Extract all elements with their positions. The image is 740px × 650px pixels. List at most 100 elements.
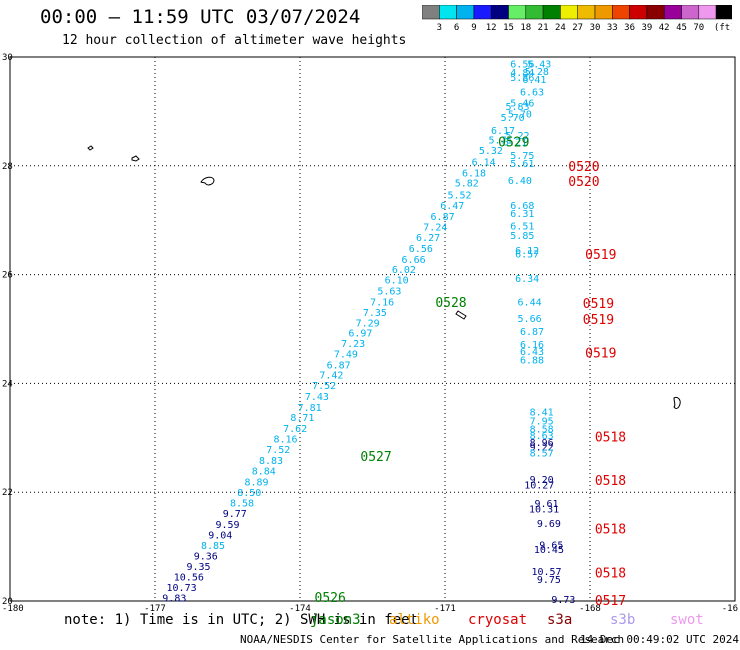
satellite-pass-label: 0518: [595, 474, 626, 489]
colorbar-swatch: [594, 5, 613, 20]
wave-height-value: 9.20: [530, 475, 554, 486]
colorbar-label: 3: [437, 23, 442, 33]
wave-height-value: 10.31: [529, 505, 559, 516]
colorbar-swatch: [715, 5, 732, 20]
map-frame: [9, 56, 736, 602]
wave-height-value: 9.04: [208, 531, 232, 542]
wave-height-value: 7.62: [283, 424, 307, 435]
colorbar-swatch: [698, 5, 717, 20]
longitude-tick-label: -180: [2, 604, 24, 614]
wave-height-track: 6.565.434.845.285.866.416.635.465.835.70…: [162, 60, 575, 606]
wave-height-value: 8.41: [530, 408, 554, 419]
longitude-tick-label: -177: [144, 604, 166, 614]
wave-height-value: 8.50: [237, 488, 261, 499]
satellite-pass-label: 0527: [360, 450, 391, 465]
wave-height-value: 6.56: [510, 60, 534, 71]
wave-height-value: 8.58: [230, 499, 254, 510]
satellite-pass-label: 0519: [585, 346, 616, 361]
wave-height-value: 8.71: [290, 413, 314, 424]
wave-height-value: 5.66: [518, 314, 542, 325]
colorbar-label: 33: [607, 23, 618, 33]
wave-height-value: 6.68: [510, 201, 534, 212]
colorbar-label: 18: [520, 23, 531, 33]
island-outlines: [87, 145, 681, 409]
satellite-pass-label: 0519: [585, 248, 616, 263]
island-shape: [673, 397, 681, 409]
wave-height-value: 9.22: [530, 443, 554, 454]
wave-height-value: 6.41: [522, 75, 546, 86]
longitude-tick-label: -171: [434, 604, 456, 614]
wave-height-value: 9.36: [194, 551, 218, 562]
wave-height-value: 5.52: [447, 191, 471, 202]
satellite-pass-label: 0526: [315, 591, 346, 606]
wave-height-value: 9.69: [537, 519, 561, 530]
wave-height-value: 6.63: [520, 87, 544, 98]
satellite-pass-label: 0519: [583, 313, 614, 328]
longitude-tick-label: -168: [579, 604, 601, 614]
latitude-tick-label: 20: [2, 597, 13, 607]
satellite-pass-label: 0529: [498, 135, 529, 150]
colorbar-unit: (ft): [714, 23, 732, 33]
colorbar-label: 15: [503, 23, 514, 33]
wave-height-value: 9.73: [551, 595, 575, 606]
colorbar-label: 70: [693, 23, 704, 33]
wave-height-value: 6.88: [520, 355, 544, 366]
wave-height-value: 9.59: [215, 520, 239, 531]
colorbar-swatch: [612, 5, 630, 20]
island-shape: [455, 310, 467, 320]
colorbar-label: 21: [538, 23, 549, 33]
colorbar-label: 39: [641, 23, 652, 33]
satellite-pass-label: 0517: [595, 594, 626, 609]
colorbar-swatch: [542, 5, 561, 20]
wave-height-value: 5.46: [510, 99, 534, 110]
wave-height-value: 6.87: [327, 360, 351, 371]
wave-height-value: 6.17: [491, 126, 515, 137]
wave-height-value: 5.28: [525, 67, 549, 78]
colorbar-label: 30: [590, 23, 601, 33]
wave-height-value: 5.22: [505, 131, 529, 142]
wave-height-value: 6.02: [392, 265, 416, 276]
legend-cryosat: cryosat: [468, 612, 528, 628]
colorbar-swatch: [525, 5, 544, 20]
colorbar-label: 9: [471, 23, 476, 33]
wave-height-value: 6.34: [515, 274, 539, 285]
wave-height-value: 10.45: [534, 545, 564, 556]
latitude-tick-label: 24: [2, 379, 13, 389]
wave-height-value: 6.14: [472, 157, 496, 168]
wave-height-value: 8.84: [252, 466, 276, 477]
wave-height-value: 5.63: [377, 286, 401, 297]
wave-height-value: 6.87: [520, 327, 544, 338]
wave-height-value: 5.71: [489, 136, 513, 147]
latitude-tick-label: 22: [2, 488, 13, 498]
wave-height-value: 7.23: [341, 339, 365, 350]
colorbar-label: 36: [624, 23, 635, 33]
wave-height-value: 9.65: [539, 540, 563, 551]
island-shape: [87, 145, 94, 151]
legend-s3b: s3b: [610, 612, 636, 628]
wave-height-value: 6.97: [348, 328, 372, 339]
colorbar-swatch: [681, 5, 700, 20]
wave-height-value: 7.16: [370, 297, 394, 308]
wave-height-value: 5.70: [501, 113, 525, 124]
colorbar-swatch: [473, 5, 492, 20]
longitude-tick-label: -174: [289, 604, 311, 614]
wave-height-value: 6.44: [518, 297, 542, 308]
legend-altiko: altiko: [389, 612, 440, 628]
wave-height-value: 9.83: [162, 594, 186, 605]
satellite-pass-label: 0520: [568, 175, 599, 190]
wave-height-value: 6.10: [385, 275, 409, 286]
colorbar-swatch: [456, 5, 475, 20]
wave-height-value: 6.57: [515, 249, 539, 260]
satellite-pass-label: 0518: [595, 431, 626, 446]
wave-height-value: 5.86: [510, 73, 534, 84]
credit-line: NOAA/NESDIS Center for Satellite Applica…: [240, 633, 625, 646]
wave-height-value: 7.29: [356, 318, 380, 329]
wave-height-value: 9.75: [537, 575, 561, 586]
colorbar-label: 6: [454, 23, 459, 33]
wave-height-value: 10.73: [167, 583, 197, 594]
latitude-tick-label: 30: [2, 53, 13, 63]
lat-lon-grid: [10, 57, 735, 601]
